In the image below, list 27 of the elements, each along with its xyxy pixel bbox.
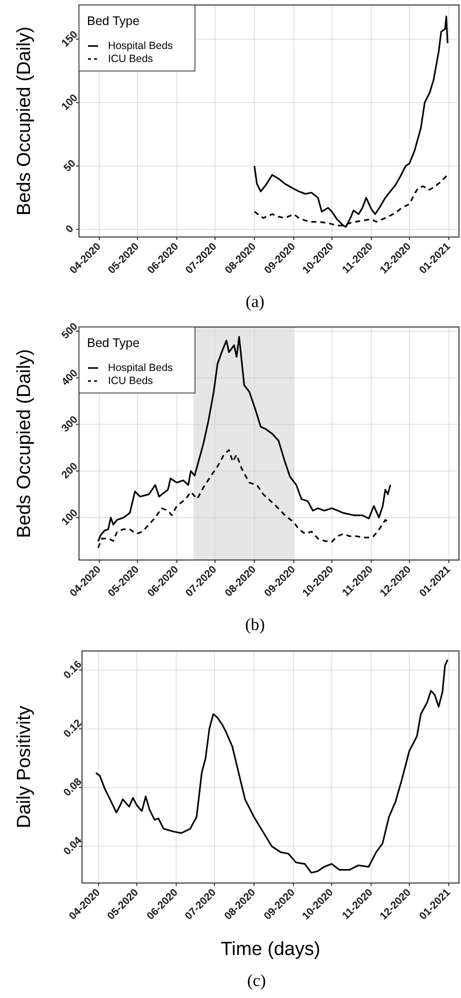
legend-label: ICU Beds — [108, 374, 153, 387]
text: (c) — [247, 971, 266, 990]
y-tick-label: 0.08 — [61, 776, 84, 799]
y-tick-label: 150 — [59, 28, 80, 50]
legend-title: Bed Type — [87, 14, 140, 28]
y-axis-title: Beds Occupied (Daily) — [14, 348, 35, 538]
y-tick-label: 200 — [59, 460, 80, 482]
line-series — [95, 659, 448, 874]
text: (a) — [246, 292, 264, 311]
legend-label: Hospital Beds — [108, 362, 173, 374]
y-tick-label: 50 — [61, 157, 78, 174]
line-series — [254, 16, 448, 228]
y-tick-label: 0.12 — [61, 717, 84, 740]
text: (b) — [245, 615, 265, 634]
y-tick-label: 400 — [59, 367, 80, 388]
legend-label: ICU Beds — [108, 52, 153, 65]
y-tick-label: 0.16 — [61, 658, 84, 682]
y-axis-title: Daily Positivity — [14, 705, 35, 828]
legend-title: Bed Type — [87, 336, 140, 350]
y-tick-label: 300 — [59, 414, 80, 435]
x-axis-title: Time (days) — [220, 939, 320, 960]
y-axis-title: Beds Occupied (Daily) — [14, 26, 35, 216]
legend-label: Hospital Beds — [108, 40, 173, 52]
y-tick-label: 100 — [59, 506, 80, 528]
y-tick-label: 500 — [59, 320, 80, 342]
y-tick-label: 100 — [59, 92, 80, 113]
y-tick-label: 0 — [64, 222, 76, 236]
